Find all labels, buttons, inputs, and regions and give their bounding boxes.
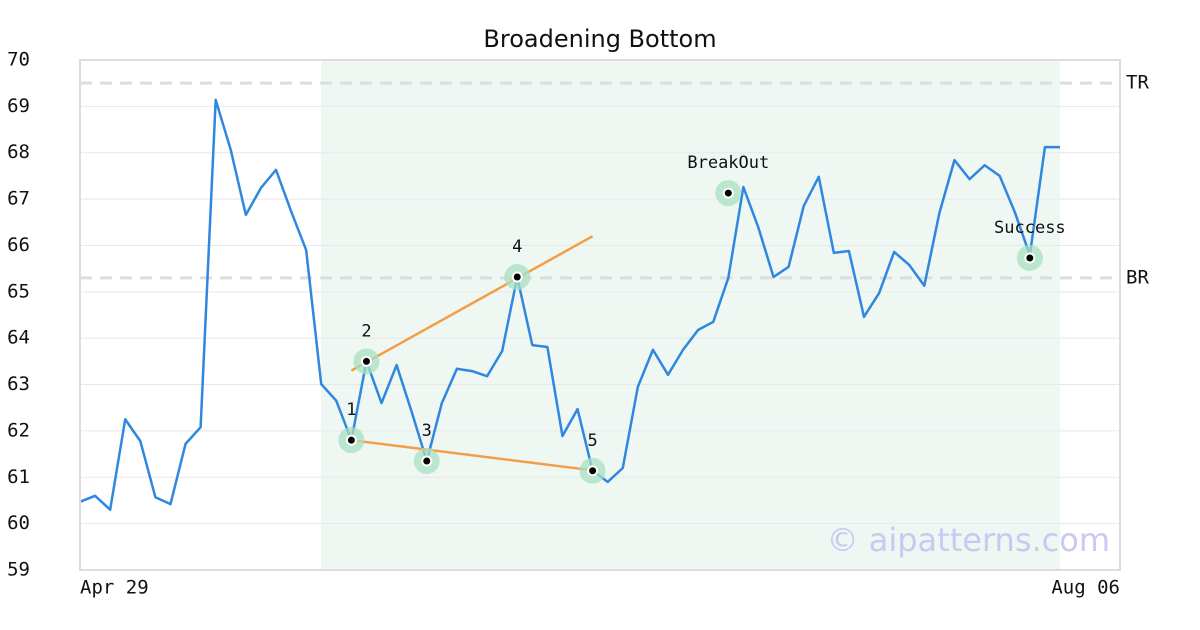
point-dot	[360, 355, 372, 367]
point-label: BreakOut	[687, 153, 769, 173]
point-label: 5	[587, 431, 597, 451]
price-line	[79, 98, 1060, 511]
point-dot	[587, 465, 599, 477]
y-tick-label: 60	[7, 512, 30, 534]
y-tick-label: 63	[7, 373, 30, 395]
chart-title: Broadening Bottom	[483, 25, 716, 53]
y-tick-label: 59	[7, 559, 30, 581]
reference-label: BR	[1126, 266, 1149, 288]
plot-frame	[79, 59, 1121, 571]
y-tick-label: 68	[7, 141, 30, 163]
y-tick-label: 66	[7, 234, 30, 256]
y-tick-label: 61	[7, 466, 30, 488]
trend-line	[351, 438, 593, 472]
trend-line	[350, 235, 594, 372]
y-tick-label: 70	[7, 49, 30, 71]
point-label: Success	[994, 218, 1066, 238]
y-tick-label: 64	[7, 327, 30, 349]
x-tick-label: Apr 29	[80, 577, 149, 599]
reference-label: TR	[1126, 72, 1149, 94]
watermark: © aipatterns.com	[827, 521, 1110, 559]
point-label: 1	[346, 400, 356, 420]
point-dot	[345, 434, 357, 446]
pattern-zone	[321, 60, 1060, 570]
point-dot	[421, 455, 433, 467]
point-dot	[511, 271, 523, 283]
point-label: 3	[422, 421, 432, 441]
point-label: 4	[512, 237, 522, 257]
y-tick-label: 65	[7, 280, 30, 302]
y-tick-label: 62	[7, 419, 30, 441]
y-tick-label: 67	[7, 188, 30, 210]
x-tick-label: Aug 06	[1051, 577, 1120, 599]
point-dot	[722, 187, 734, 199]
point-label: 2	[361, 321, 371, 341]
point-dot	[1024, 252, 1036, 264]
y-tick-label: 69	[7, 95, 30, 117]
